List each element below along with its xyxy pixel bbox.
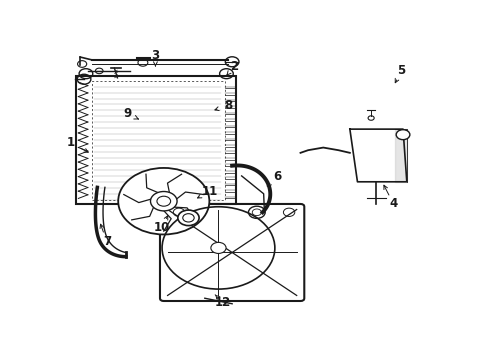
Bar [92,81,224,200]
Text: 10: 10 [154,221,170,234]
Circle shape [178,210,199,226]
Circle shape [150,192,177,211]
Text: 2: 2 [230,60,238,73]
Text: 11: 11 [201,185,218,198]
Text: 7: 7 [103,235,111,248]
Polygon shape [395,129,407,182]
Text: 8: 8 [224,99,232,112]
Text: 5: 5 [397,64,405,77]
Circle shape [118,168,209,234]
Circle shape [211,242,226,253]
Text: 12: 12 [215,296,231,309]
Text: 1: 1 [67,136,75,149]
Circle shape [248,206,265,219]
Text: 6: 6 [273,170,282,183]
Text: 9: 9 [123,107,132,120]
Circle shape [396,130,410,140]
Text: 4: 4 [390,198,398,211]
Bar [76,76,236,204]
Text: 3: 3 [151,49,159,62]
Polygon shape [350,129,407,182]
